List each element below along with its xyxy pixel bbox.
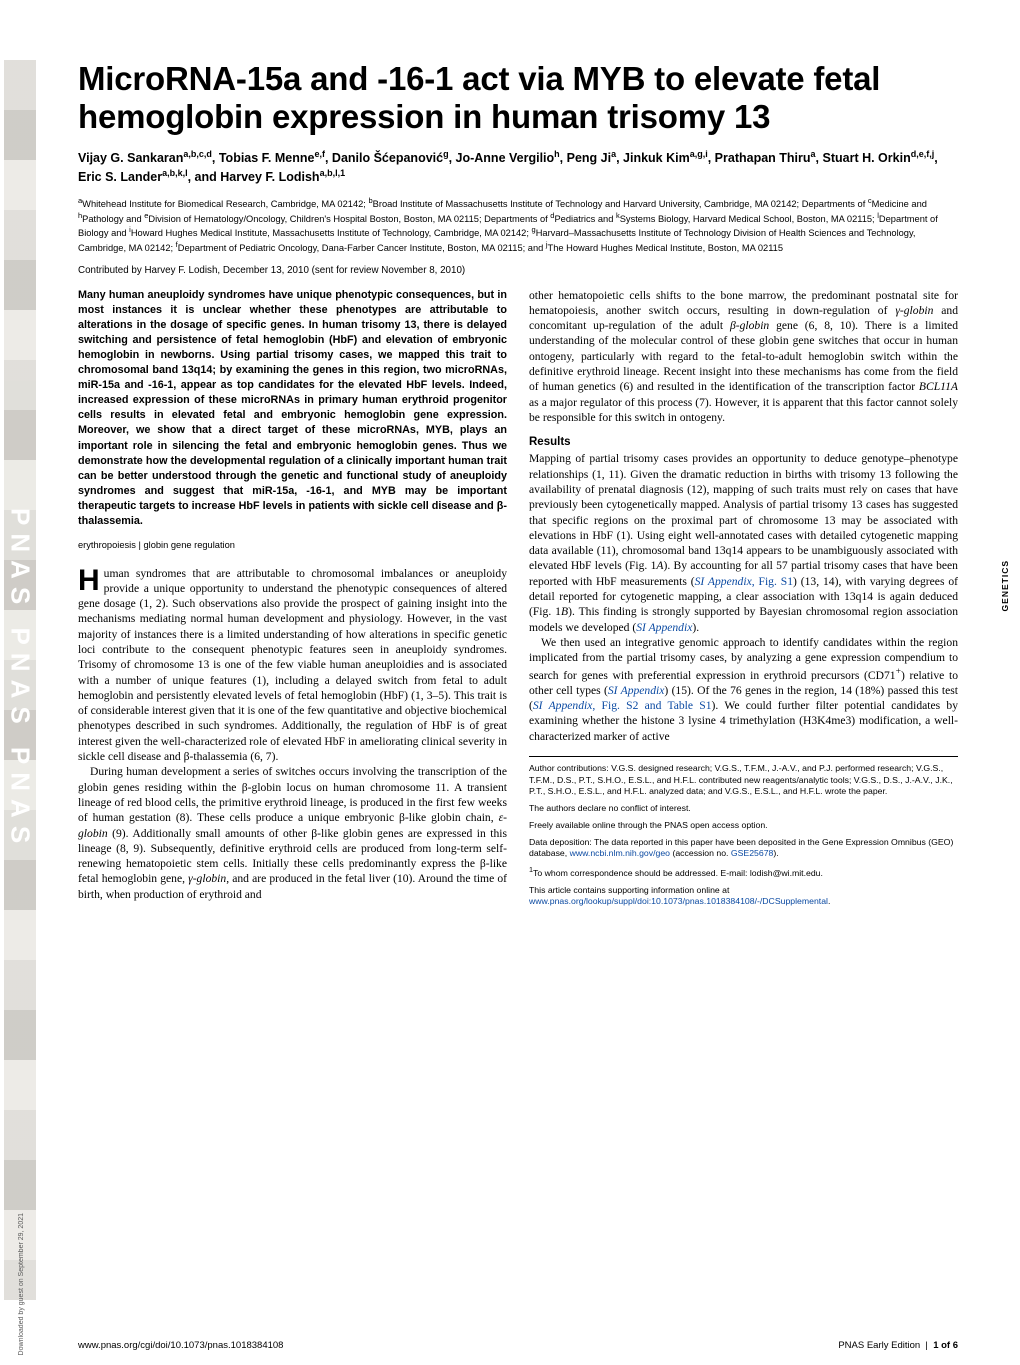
intro-para-3: other hematopoietic cells shifts to the … (529, 288, 958, 426)
page-content: MicroRNA-15a and -16-1 act via MYB to el… (78, 60, 958, 913)
affiliations: aWhitehead Institute for Biomedical Rese… (78, 196, 958, 255)
fn-correspondence: 1To whom correspondence should be addres… (529, 865, 958, 880)
pnas-watermark-strip: PNAS PNAS PNAS (4, 60, 36, 1300)
fn-data-deposition: Data deposition: The data reported in th… (529, 837, 958, 860)
results-para-1: Mapping of partial trisomy cases provide… (529, 451, 958, 635)
fn-supplemental: This article contains supporting informa… (529, 885, 958, 908)
results-heading: Results (529, 435, 958, 450)
intro-para-1: Human syndromes that are attributable to… (78, 566, 507, 765)
article-title: MicroRNA-15a and -16-1 act via MYB to el… (78, 60, 958, 136)
section-side-label: GENETICS (1000, 560, 1010, 611)
intro-para-2: During human development a series of swi… (78, 764, 507, 902)
footer-doi: www.pnas.org/cgi/doi/10.1073/pnas.101838… (78, 1340, 283, 1351)
footer-page-number: PNAS Early Edition | 1 of 6 (838, 1340, 958, 1351)
fn-author-contrib: Author contributions: V.G.S. designed re… (529, 763, 958, 798)
intro-section: Human syndromes that are attributable to… (78, 566, 507, 903)
results-section: Mapping of partial trisomy cases provide… (529, 451, 958, 744)
intro-continued: other hematopoietic cells shifts to the … (529, 288, 958, 426)
fn-conflict: The authors declare no conflict of inter… (529, 803, 958, 815)
page-footer: www.pnas.org/cgi/doi/10.1073/pnas.101838… (78, 1340, 958, 1351)
results-para-2: We then used an integrative genomic appr… (529, 635, 958, 744)
abstract: Many human aneuploidy syndromes have uni… (78, 288, 507, 530)
keywords: erythropoiesis | globin gene regulation (78, 539, 507, 551)
contributed-line: Contributed by Harvey F. Lodish, Decembe… (78, 265, 958, 276)
fn-open-access: Freely available online through the PNAS… (529, 820, 958, 832)
author-list: Vijay G. Sankarana,b,c,d, Tobias F. Menn… (78, 148, 958, 186)
footnotes-block: Author contributions: V.G.S. designed re… (529, 756, 958, 908)
download-note: Downloaded by guest on September 29, 202… (18, 1213, 25, 1355)
two-column-body: Many human aneuploidy syndromes have uni… (78, 288, 958, 914)
